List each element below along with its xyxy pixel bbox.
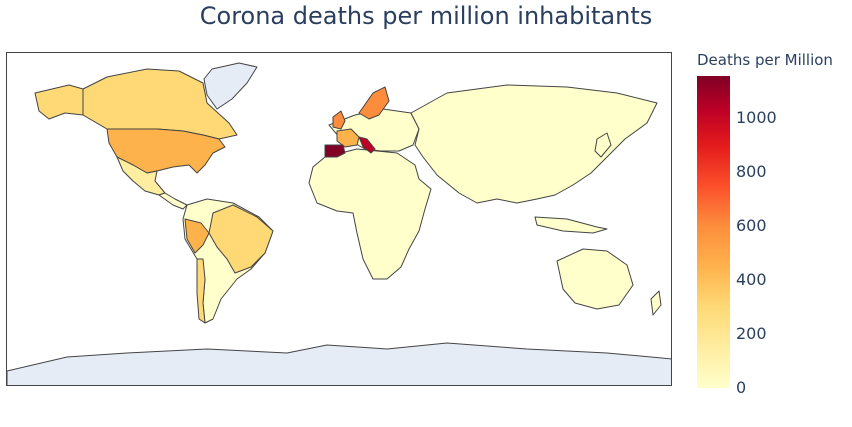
- region-chile[interactable]: [196, 258, 206, 324]
- world-map[interactable]: [6, 52, 672, 386]
- chart-title: Corona deaths per million inhabitants: [199, 2, 653, 30]
- colorbar-tick-1000: 1000: [736, 108, 777, 127]
- region-central-america[interactable]: [158, 192, 188, 210]
- colorbar-tick-400: 400: [736, 270, 767, 289]
- colorbar: [697, 76, 730, 388]
- region-australia[interactable]: [556, 248, 634, 310]
- region-peru[interactable]: [184, 218, 210, 254]
- region-sweden[interactable]: [358, 86, 390, 120]
- region-africa[interactable]: [308, 148, 432, 280]
- region-antarctica[interactable]: [7, 342, 672, 386]
- region-indonesia[interactable]: [534, 216, 608, 234]
- region-italy[interactable]: [358, 136, 376, 154]
- region-spain[interactable]: [324, 144, 346, 158]
- map-svg: [7, 62, 672, 386]
- colorbar-tick-800: 800: [736, 162, 767, 181]
- colorbar-tick-600: 600: [736, 216, 767, 235]
- region-brazil[interactable]: [208, 204, 274, 274]
- region-france[interactable]: [336, 128, 360, 148]
- region-uk[interactable]: [332, 110, 346, 130]
- region-greenland[interactable]: [203, 62, 258, 110]
- region-asia[interactable]: [410, 84, 658, 204]
- colorbar-tick-200: 200: [736, 324, 767, 343]
- region-alaska[interactable]: [34, 84, 84, 120]
- colorbar-title: Deaths per Million: [697, 51, 833, 69]
- colorbar-tick-0: 0: [736, 378, 747, 397]
- region-new-zealand[interactable]: [650, 290, 662, 316]
- region-japan[interactable]: [594, 132, 612, 158]
